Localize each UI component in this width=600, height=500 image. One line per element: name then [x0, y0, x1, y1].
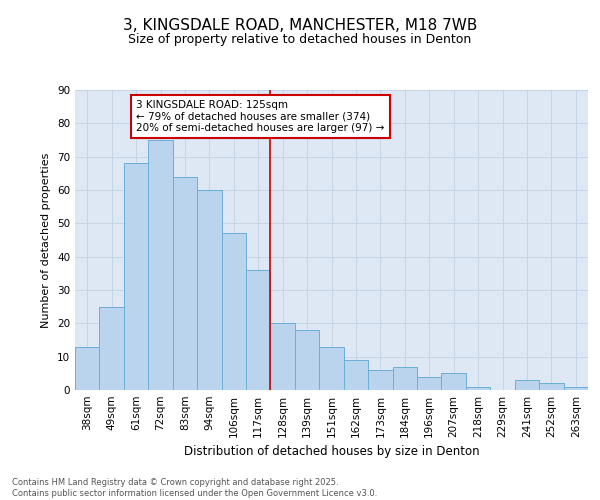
- Bar: [124, 164, 148, 390]
- Bar: [368, 370, 392, 390]
- X-axis label: Distribution of detached houses by size in Denton: Distribution of detached houses by size …: [184, 446, 479, 458]
- Bar: [442, 374, 466, 390]
- Bar: [173, 176, 197, 390]
- Bar: [417, 376, 442, 390]
- Y-axis label: Number of detached properties: Number of detached properties: [41, 152, 52, 328]
- Bar: [221, 234, 246, 390]
- Bar: [75, 346, 100, 390]
- Text: 3, KINGSDALE ROAD, MANCHESTER, M18 7WB: 3, KINGSDALE ROAD, MANCHESTER, M18 7WB: [123, 18, 477, 32]
- Bar: [344, 360, 368, 390]
- Bar: [295, 330, 319, 390]
- Bar: [539, 384, 563, 390]
- Bar: [319, 346, 344, 390]
- Bar: [392, 366, 417, 390]
- Bar: [515, 380, 539, 390]
- Bar: [197, 190, 221, 390]
- Text: Contains HM Land Registry data © Crown copyright and database right 2025.
Contai: Contains HM Land Registry data © Crown c…: [12, 478, 377, 498]
- Bar: [246, 270, 271, 390]
- Bar: [466, 386, 490, 390]
- Text: 3 KINGSDALE ROAD: 125sqm
← 79% of detached houses are smaller (374)
20% of semi-: 3 KINGSDALE ROAD: 125sqm ← 79% of detach…: [136, 100, 385, 133]
- Bar: [271, 324, 295, 390]
- Text: Size of property relative to detached houses in Denton: Size of property relative to detached ho…: [128, 32, 472, 46]
- Bar: [148, 140, 173, 390]
- Bar: [563, 386, 588, 390]
- Bar: [100, 306, 124, 390]
